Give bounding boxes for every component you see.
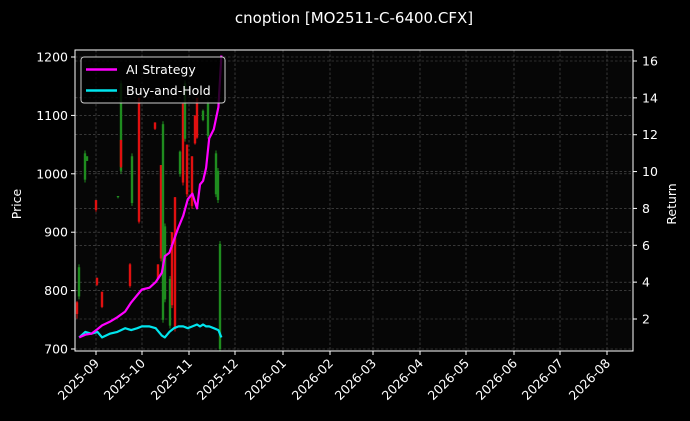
legend: AI Strategy Buy-and-Hold	[80, 56, 226, 104]
y2-tick-label: 6	[642, 238, 650, 253]
grid	[75, 50, 633, 351]
legend-label-ai-strategy: AI Strategy	[126, 62, 196, 77]
candle-body	[94, 200, 98, 211]
candle-body	[156, 264, 160, 279]
y-axis-label-price: Price	[9, 188, 24, 219]
line-buy-and-hold	[78, 323, 223, 339]
candle-body	[181, 103, 185, 183]
y-tick-label: 1000	[36, 166, 68, 181]
y-tick-label: 1100	[36, 108, 68, 123]
candle-body	[116, 195, 120, 198]
candle-body	[100, 291, 104, 307]
candle-body	[214, 153, 218, 195]
y2-tick-label: 10	[642, 164, 658, 179]
candle-body	[119, 83, 123, 171]
candle-body	[168, 278, 172, 326]
y-tick-label: 800	[44, 283, 68, 298]
y-tick-label: 700	[44, 342, 68, 357]
y-axis-right: 2 4 6 8 10 12 14 16	[633, 54, 658, 327]
candle-body	[216, 170, 220, 201]
candle-body	[201, 110, 205, 121]
candle-body	[153, 122, 157, 129]
candle-body	[193, 115, 197, 144]
candle-body	[77, 267, 81, 297]
candle-body	[119, 139, 123, 167]
candle-body	[95, 277, 99, 285]
candle-body	[218, 243, 222, 349]
y2-tick-label: 16	[642, 54, 658, 69]
y2-tick-label: 12	[642, 127, 658, 142]
legend-label-buy-and-hold: Buy-and-Hold	[126, 83, 211, 98]
plot-frame	[74, 49, 634, 352]
candle-body	[128, 264, 132, 286]
y-tick-label: 1200	[36, 50, 68, 65]
chart-title: cnoption [MO2511-C-6400.CFX]	[235, 9, 473, 27]
y2-tick-label: 14	[642, 90, 658, 105]
candle-body	[195, 97, 199, 138]
candle-body	[170, 232, 174, 306]
candle-body	[185, 144, 189, 195]
candle-body	[85, 156, 89, 161]
line-ai-strategy	[78, 55, 223, 339]
candle-body	[190, 156, 194, 206]
candle-body	[83, 153, 87, 180]
y2-tick-label: 2	[642, 312, 650, 327]
candle-body	[137, 97, 141, 222]
candle-body	[75, 302, 79, 314]
candle-body	[178, 151, 182, 174]
candle-body	[183, 83, 187, 139]
y-tick-label: 900	[44, 225, 68, 240]
candle-body	[161, 124, 165, 320]
series-lines	[78, 55, 223, 339]
candle-body	[130, 156, 134, 203]
y-axis-label-return: Return	[664, 183, 679, 224]
y-axis-left: 700 800 900 1000 1100 1200	[36, 50, 75, 357]
candle-body	[173, 197, 177, 329]
candlesticks	[75, 80, 222, 351]
y2-tick-label: 8	[642, 201, 650, 216]
y2-tick-label: 4	[642, 275, 650, 290]
candle-body	[206, 103, 210, 136]
candle-body	[159, 165, 163, 259]
candle-body	[163, 226, 167, 300]
